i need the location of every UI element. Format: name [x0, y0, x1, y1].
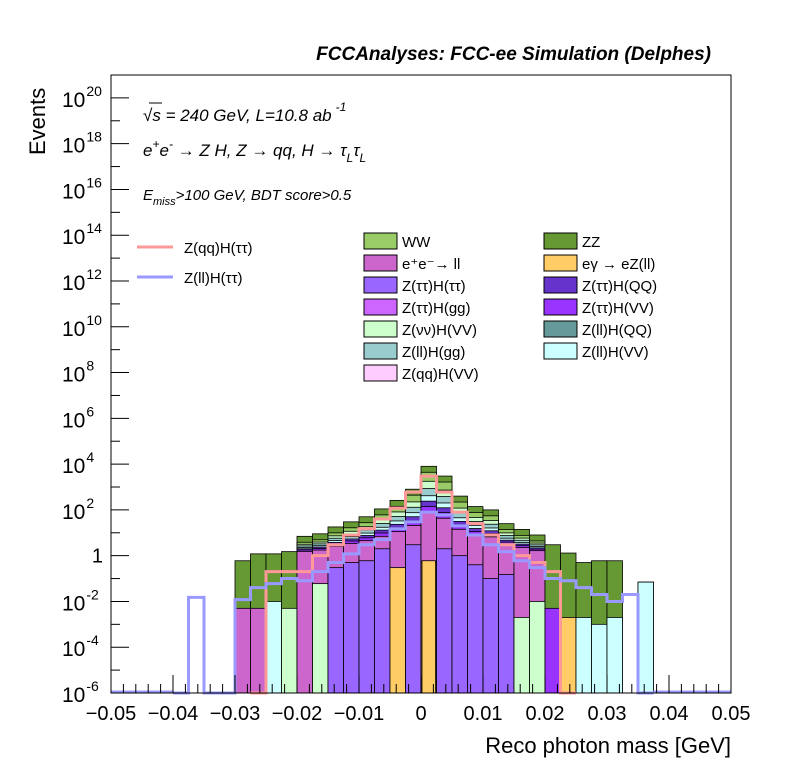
signal-line [250, 474, 576, 695]
annotation-process: e+e- → Z H, Z → qq, H → τLτL [143, 137, 366, 165]
legend-label: Z(ll)H(gg) [402, 344, 465, 361]
annotation-selection: Emiss>100 GeV, BDT score>0.5 [143, 187, 352, 208]
x-tick-label: 0.02 [526, 703, 565, 725]
signal-line [173, 510, 654, 695]
legend-backgrounds: WW ZZ e⁺e⁻→ ll eγ → eZ(ll) Z(ττ)H(ττ) Z(ττ)H(… [363, 232, 657, 383]
svg-text:Emiss>100 GeV, BDT score>0.5: Emiss>100 GeV, BDT score>0.5 [143, 187, 352, 208]
legend-swatch [363, 342, 398, 360]
legend-swatch [363, 276, 398, 294]
y-tick-exponent: 20 [86, 83, 102, 99]
y-tick-exponent: 8 [86, 358, 94, 374]
y-tick-exponent: 6 [86, 403, 94, 419]
bar-inner [389, 567, 406, 694]
bar-inner [560, 617, 577, 694]
legend-swatch [363, 232, 398, 250]
legend-swatch [543, 276, 578, 294]
legend-signal-label: Z(ll)H(ττ) [184, 270, 243, 287]
annotation-energy-lumi: √s = 240 GeV, L=10.8 ab -1 [143, 100, 346, 125]
bar-inner [575, 617, 592, 694]
legend-label: Z(ll)H(QQ) [582, 322, 652, 339]
bar-inner [529, 601, 546, 694]
legend-swatch [543, 298, 578, 316]
legend-swatch [543, 254, 578, 272]
x-tick-label: −0.05 [86, 703, 137, 725]
x-tick-label: 0 [415, 703, 426, 725]
x-tick-label: −0.03 [210, 703, 261, 725]
y-tick-exponent: 10 [86, 312, 102, 328]
legend-swatch [363, 364, 398, 382]
bar-inner [234, 607, 251, 694]
x-tick-label: −0.02 [272, 703, 323, 725]
legend-swatch [363, 298, 398, 316]
legend-label: Z(νν)H(VV) [402, 322, 477, 339]
y-tick-exponent: 2 [86, 495, 94, 511]
y-tick-exponent: 18 [86, 129, 102, 145]
bar-inner [327, 567, 344, 694]
legend-signal-label: Z(qq)H(ττ) [184, 240, 253, 257]
legend-swatch [543, 320, 578, 338]
legend-label: Z(ττ)H(gg) [402, 300, 471, 317]
x-axis: −0.05 −0.04 −0.03 −0.02 −0.01 0 0.01 0.02 0.03 0.… [86, 675, 751, 725]
legend-label: ZZ [582, 234, 600, 251]
bar-inner [343, 562, 360, 694]
y-tick-exponent: 12 [86, 266, 102, 282]
legend-label: Z(qq)H(VV) [402, 366, 479, 383]
bar-inner [405, 544, 422, 694]
legend-label: Z(ττ)H(VV) [582, 300, 654, 317]
legend-label: WW [402, 234, 431, 251]
bar-inner [358, 560, 375, 694]
signal-lines [111, 474, 731, 695]
bar-inner [265, 601, 282, 694]
x-tick-label: 0.03 [588, 703, 627, 725]
svg-text:e+e- → Z H, Z → qq, H → τLτL: e+e- → Z H, Z → qq, H → τLτL [143, 137, 366, 165]
bar-inner [312, 583, 329, 694]
legend-label: e⁺e⁻→ ll [402, 256, 460, 273]
y-tick-exponent: 16 [86, 174, 102, 190]
bar-inner [606, 617, 623, 694]
legend-swatch [363, 320, 398, 338]
bar-inner [544, 607, 561, 694]
legend-label: Z(ττ)H(ττ) [402, 278, 466, 295]
legend-swatch [543, 342, 578, 360]
x-tick-label: 0.01 [464, 703, 503, 725]
y-tick-label: 1 [92, 546, 103, 568]
y-tick-exponent: 14 [86, 220, 102, 236]
x-tick-label: −0.01 [334, 703, 385, 725]
svg-text:√s = 240 GeV, L=10.8 ab-1: √s = 240 GeV, L=10.8 ab -1 [143, 100, 346, 125]
bar-inner [637, 581, 654, 694]
legend-label: Z(ll)H(VV) [582, 344, 649, 361]
bar-inner [591, 623, 608, 694]
bar-inner [498, 574, 515, 694]
y-tick-exponent: -6 [86, 678, 99, 694]
bar-inner [281, 607, 298, 694]
x-tick-label: 0.04 [650, 703, 689, 725]
chart-title: FCCAnalyses: FCC-ee Simulation (Delphes) [316, 44, 711, 65]
legend-swatch [543, 232, 578, 250]
bar-inner [451, 555, 468, 694]
bar-egamma [421, 560, 436, 694]
bar-inner [513, 617, 530, 694]
bar-inner [482, 578, 499, 694]
x-tick-label: −0.04 [148, 703, 199, 725]
y-axis-label: Events [25, 88, 50, 155]
bar-inner [436, 548, 453, 694]
legend-swatch [363, 254, 398, 272]
bar-inner [296, 571, 313, 694]
bar-inner [374, 548, 391, 694]
legend-signals: Z(qq)H(ττ) Z(ll)H(ττ) [137, 240, 253, 287]
y-tick-exponent: -2 [86, 586, 99, 602]
bar-inner [250, 607, 267, 694]
legend-label: eγ → eZ(ll) [582, 256, 655, 273]
y-tick-exponent: -4 [86, 632, 99, 648]
x-tick-label: 0.05 [712, 703, 751, 725]
legend-label: Z(ττ)H(QQ) [582, 278, 657, 295]
x-axis-label: Reco photon mass [GeV] [485, 733, 731, 758]
bar-inner [467, 564, 484, 694]
y-tick-exponent: 4 [86, 449, 94, 465]
